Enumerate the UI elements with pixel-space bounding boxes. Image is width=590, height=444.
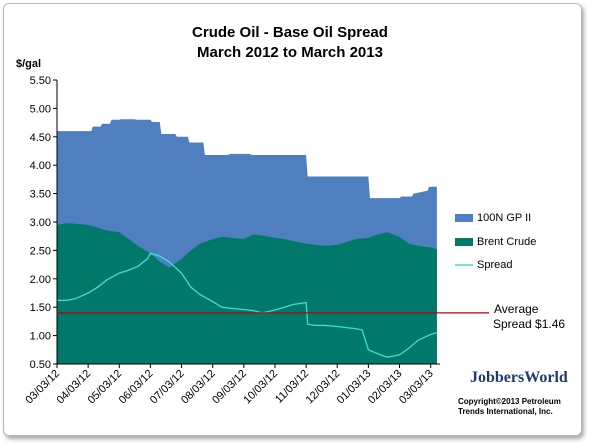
chart-subtitle: March 2012 to March 2013 <box>197 44 383 61</box>
y-tick-label: 2.00 <box>30 274 51 286</box>
y-tick-label: 5.50 <box>30 75 51 87</box>
copyright-line2: Trends International, Inc. <box>458 407 553 416</box>
y-tick-label: 1.50 <box>30 302 51 314</box>
series-line-spread <box>57 252 438 358</box>
series-area-brent <box>57 223 437 364</box>
x-tick-label: 03/03/13 <box>397 368 436 407</box>
legend: 100N GP II Brent Crude Spread <box>455 212 536 271</box>
y-tick-label: 4.50 <box>30 132 51 144</box>
y-tick-label: 2.50 <box>30 245 51 257</box>
y-tick-label: 4.00 <box>30 160 51 172</box>
legend-label: Spread <box>477 259 512 271</box>
y-tick-label: 5.00 <box>30 103 51 115</box>
y-tick-label: 3.00 <box>30 217 51 229</box>
average-annotation-line2: Spread $1.46 <box>493 317 565 331</box>
y-tick-label: 0.50 <box>30 359 51 371</box>
chart-title: Crude Oil - Base Oil Spread <box>192 24 388 41</box>
x-tick-label: 10/03/12 <box>241 368 280 407</box>
legend-label: Brent Crude <box>477 236 536 248</box>
legend-swatch-base-oil <box>455 214 473 222</box>
legend-label: 100N GP II <box>477 212 531 224</box>
brand-logo: JobbersWorld <box>470 369 568 386</box>
legend-swatch-brent <box>455 238 473 246</box>
y-tick-label: 3.50 <box>30 189 51 201</box>
plot-area <box>57 119 438 364</box>
copyright-line1: Copyright©2013 Petroleum <box>458 397 561 406</box>
y-tick-label: 1.00 <box>30 331 51 343</box>
y-axis-label: $/gal <box>16 58 41 70</box>
average-annotation-line1: Average <box>494 302 539 316</box>
